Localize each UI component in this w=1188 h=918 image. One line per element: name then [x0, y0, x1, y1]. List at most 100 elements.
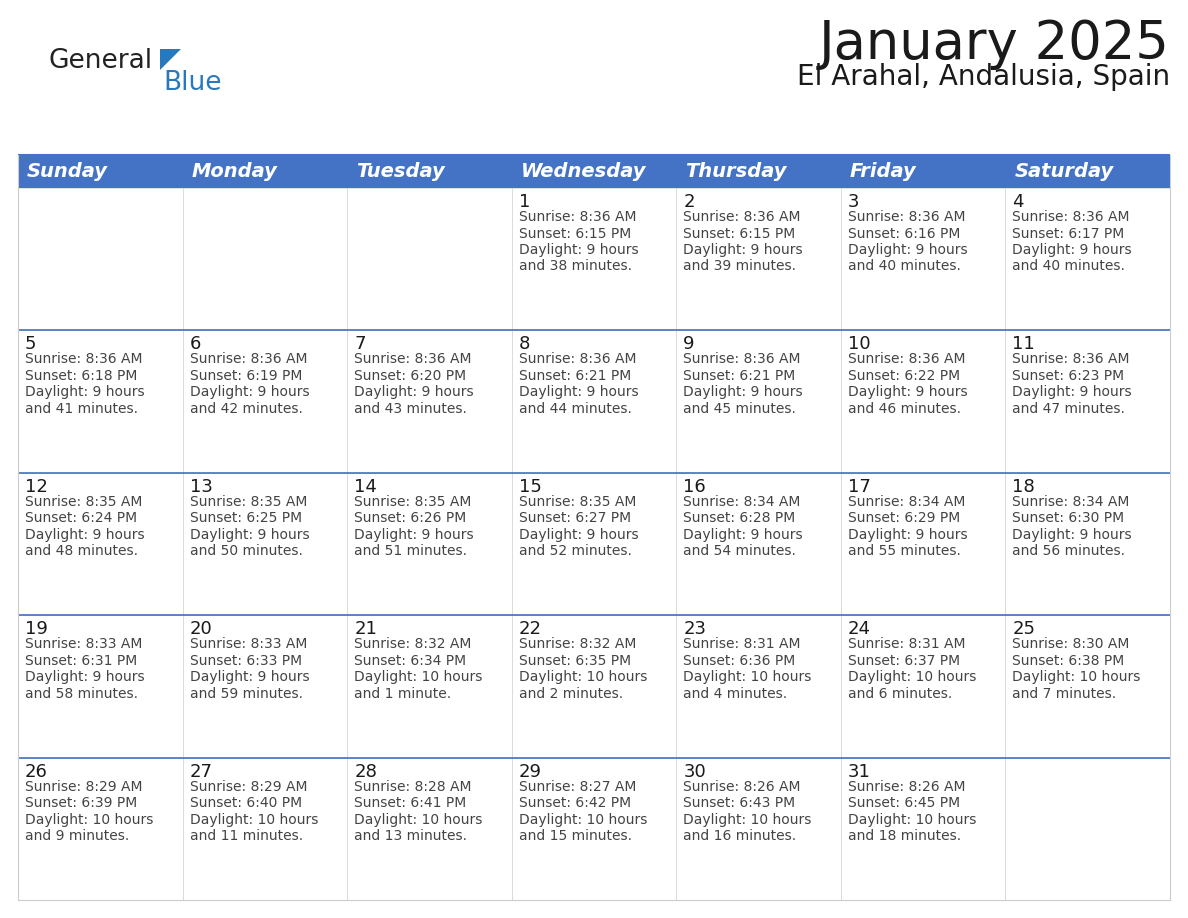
Text: and 13 minutes.: and 13 minutes. [354, 829, 467, 843]
Text: Daylight: 10 hours: Daylight: 10 hours [354, 812, 482, 826]
Text: 29: 29 [519, 763, 542, 780]
Text: Daylight: 9 hours: Daylight: 9 hours [25, 670, 145, 684]
Text: and 40 minutes.: and 40 minutes. [1012, 260, 1125, 274]
Text: 27: 27 [190, 763, 213, 780]
Text: and 55 minutes.: and 55 minutes. [848, 544, 961, 558]
Text: 14: 14 [354, 477, 377, 496]
Bar [676, 615, 841, 757]
Text: Sunset: 6:43 PM: Sunset: 6:43 PM [683, 796, 796, 810]
Text: Daylight: 10 hours: Daylight: 10 hours [1012, 670, 1140, 684]
Text: and 51 minutes.: and 51 minutes. [354, 544, 467, 558]
Text: and 11 minutes.: and 11 minutes. [190, 829, 303, 843]
Text: Sunrise: 8:36 AM: Sunrise: 8:36 AM [25, 353, 143, 366]
Text: 21: 21 [354, 621, 377, 638]
Text: 5: 5 [25, 335, 37, 353]
Text: 26: 26 [25, 763, 48, 780]
Text: Daylight: 9 hours: Daylight: 9 hours [1012, 243, 1132, 257]
Bar [18, 188, 183, 330]
Text: and 9 minutes.: and 9 minutes. [25, 829, 129, 843]
Bar [183, 188, 347, 330]
Text: 15: 15 [519, 477, 542, 496]
Text: Daylight: 9 hours: Daylight: 9 hours [848, 243, 967, 257]
Text: 16: 16 [683, 477, 706, 496]
Text: 13: 13 [190, 477, 213, 496]
Text: Sunset: 6:41 PM: Sunset: 6:41 PM [354, 796, 467, 810]
Text: Sunset: 6:24 PM: Sunset: 6:24 PM [25, 511, 137, 525]
Text: Thursday: Thursday [685, 162, 786, 181]
Text: Sunrise: 8:33 AM: Sunrise: 8:33 AM [25, 637, 143, 651]
Text: Sunset: 6:42 PM: Sunset: 6:42 PM [519, 796, 631, 810]
Text: Sunrise: 8:26 AM: Sunrise: 8:26 AM [683, 779, 801, 793]
Text: Sunday: Sunday [27, 162, 108, 181]
Bar [183, 757, 347, 900]
Text: Daylight: 9 hours: Daylight: 9 hours [25, 528, 145, 542]
Bar [841, 188, 1005, 330]
Text: Monday: Monday [191, 162, 278, 181]
Bar [18, 757, 183, 900]
Text: Sunrise: 8:36 AM: Sunrise: 8:36 AM [519, 353, 637, 366]
Bar [1005, 473, 1170, 615]
Bar [347, 615, 512, 757]
Text: Daylight: 10 hours: Daylight: 10 hours [683, 670, 811, 684]
Text: Sunset: 6:28 PM: Sunset: 6:28 PM [683, 511, 796, 525]
Text: 24: 24 [848, 621, 871, 638]
Text: Sunset: 6:15 PM: Sunset: 6:15 PM [683, 227, 796, 241]
Text: and 54 minutes.: and 54 minutes. [683, 544, 796, 558]
Text: Daylight: 10 hours: Daylight: 10 hours [190, 812, 318, 826]
Text: Sunset: 6:19 PM: Sunset: 6:19 PM [190, 369, 302, 383]
Text: Sunrise: 8:34 AM: Sunrise: 8:34 AM [1012, 495, 1130, 509]
Text: Sunrise: 8:34 AM: Sunrise: 8:34 AM [683, 495, 801, 509]
Text: and 40 minutes.: and 40 minutes. [848, 260, 961, 274]
Text: Sunset: 6:45 PM: Sunset: 6:45 PM [848, 796, 960, 810]
Bar [676, 188, 841, 330]
Text: and 45 minutes.: and 45 minutes. [683, 402, 796, 416]
Text: Sunset: 6:16 PM: Sunset: 6:16 PM [848, 227, 960, 241]
Text: Friday: Friday [849, 162, 917, 181]
Text: 31: 31 [848, 763, 871, 780]
Text: Sunrise: 8:33 AM: Sunrise: 8:33 AM [190, 637, 307, 651]
Text: Daylight: 9 hours: Daylight: 9 hours [519, 243, 638, 257]
Text: 17: 17 [848, 477, 871, 496]
Text: Daylight: 9 hours: Daylight: 9 hours [354, 386, 474, 399]
Text: General: General [48, 48, 152, 74]
Text: and 39 minutes.: and 39 minutes. [683, 260, 796, 274]
Text: 12: 12 [25, 477, 48, 496]
Bar [512, 330, 676, 473]
Text: 25: 25 [1012, 621, 1036, 638]
Text: Sunset: 6:36 PM: Sunset: 6:36 PM [683, 654, 796, 667]
Text: Sunrise: 8:36 AM: Sunrise: 8:36 AM [848, 353, 966, 366]
Text: Sunset: 6:29 PM: Sunset: 6:29 PM [848, 511, 960, 525]
Text: Sunset: 6:25 PM: Sunset: 6:25 PM [190, 511, 302, 525]
Bar [1005, 330, 1170, 473]
Text: Sunset: 6:15 PM: Sunset: 6:15 PM [519, 227, 631, 241]
Text: Sunset: 6:37 PM: Sunset: 6:37 PM [848, 654, 960, 667]
Bar [18, 473, 183, 615]
Bar [841, 615, 1005, 757]
Text: 9: 9 [683, 335, 695, 353]
Text: Sunrise: 8:36 AM: Sunrise: 8:36 AM [1012, 353, 1130, 366]
Text: 30: 30 [683, 763, 706, 780]
Text: Blue: Blue [163, 70, 221, 96]
Bar [841, 330, 1005, 473]
Text: and 2 minutes.: and 2 minutes. [519, 687, 623, 700]
Text: Sunrise: 8:35 AM: Sunrise: 8:35 AM [354, 495, 472, 509]
Text: Sunrise: 8:34 AM: Sunrise: 8:34 AM [848, 495, 965, 509]
Text: El Arahal, Andalusia, Spain: El Arahal, Andalusia, Spain [797, 63, 1170, 91]
Bar [1005, 188, 1170, 330]
Text: and 48 minutes.: and 48 minutes. [25, 544, 138, 558]
Text: Daylight: 9 hours: Daylight: 9 hours [519, 386, 638, 399]
Text: Sunrise: 8:29 AM: Sunrise: 8:29 AM [25, 779, 143, 793]
Text: Sunrise: 8:26 AM: Sunrise: 8:26 AM [848, 779, 966, 793]
Bar [841, 155, 1005, 188]
Text: and 4 minutes.: and 4 minutes. [683, 687, 788, 700]
Text: Daylight: 9 hours: Daylight: 9 hours [1012, 528, 1132, 542]
Text: Sunset: 6:23 PM: Sunset: 6:23 PM [1012, 369, 1125, 383]
Bar [183, 615, 347, 757]
Text: 11: 11 [1012, 335, 1035, 353]
Text: Sunrise: 8:35 AM: Sunrise: 8:35 AM [25, 495, 143, 509]
Bar [841, 757, 1005, 900]
Text: Sunrise: 8:31 AM: Sunrise: 8:31 AM [683, 637, 801, 651]
Text: Daylight: 9 hours: Daylight: 9 hours [190, 670, 309, 684]
Text: 28: 28 [354, 763, 377, 780]
Text: and 42 minutes.: and 42 minutes. [190, 402, 303, 416]
